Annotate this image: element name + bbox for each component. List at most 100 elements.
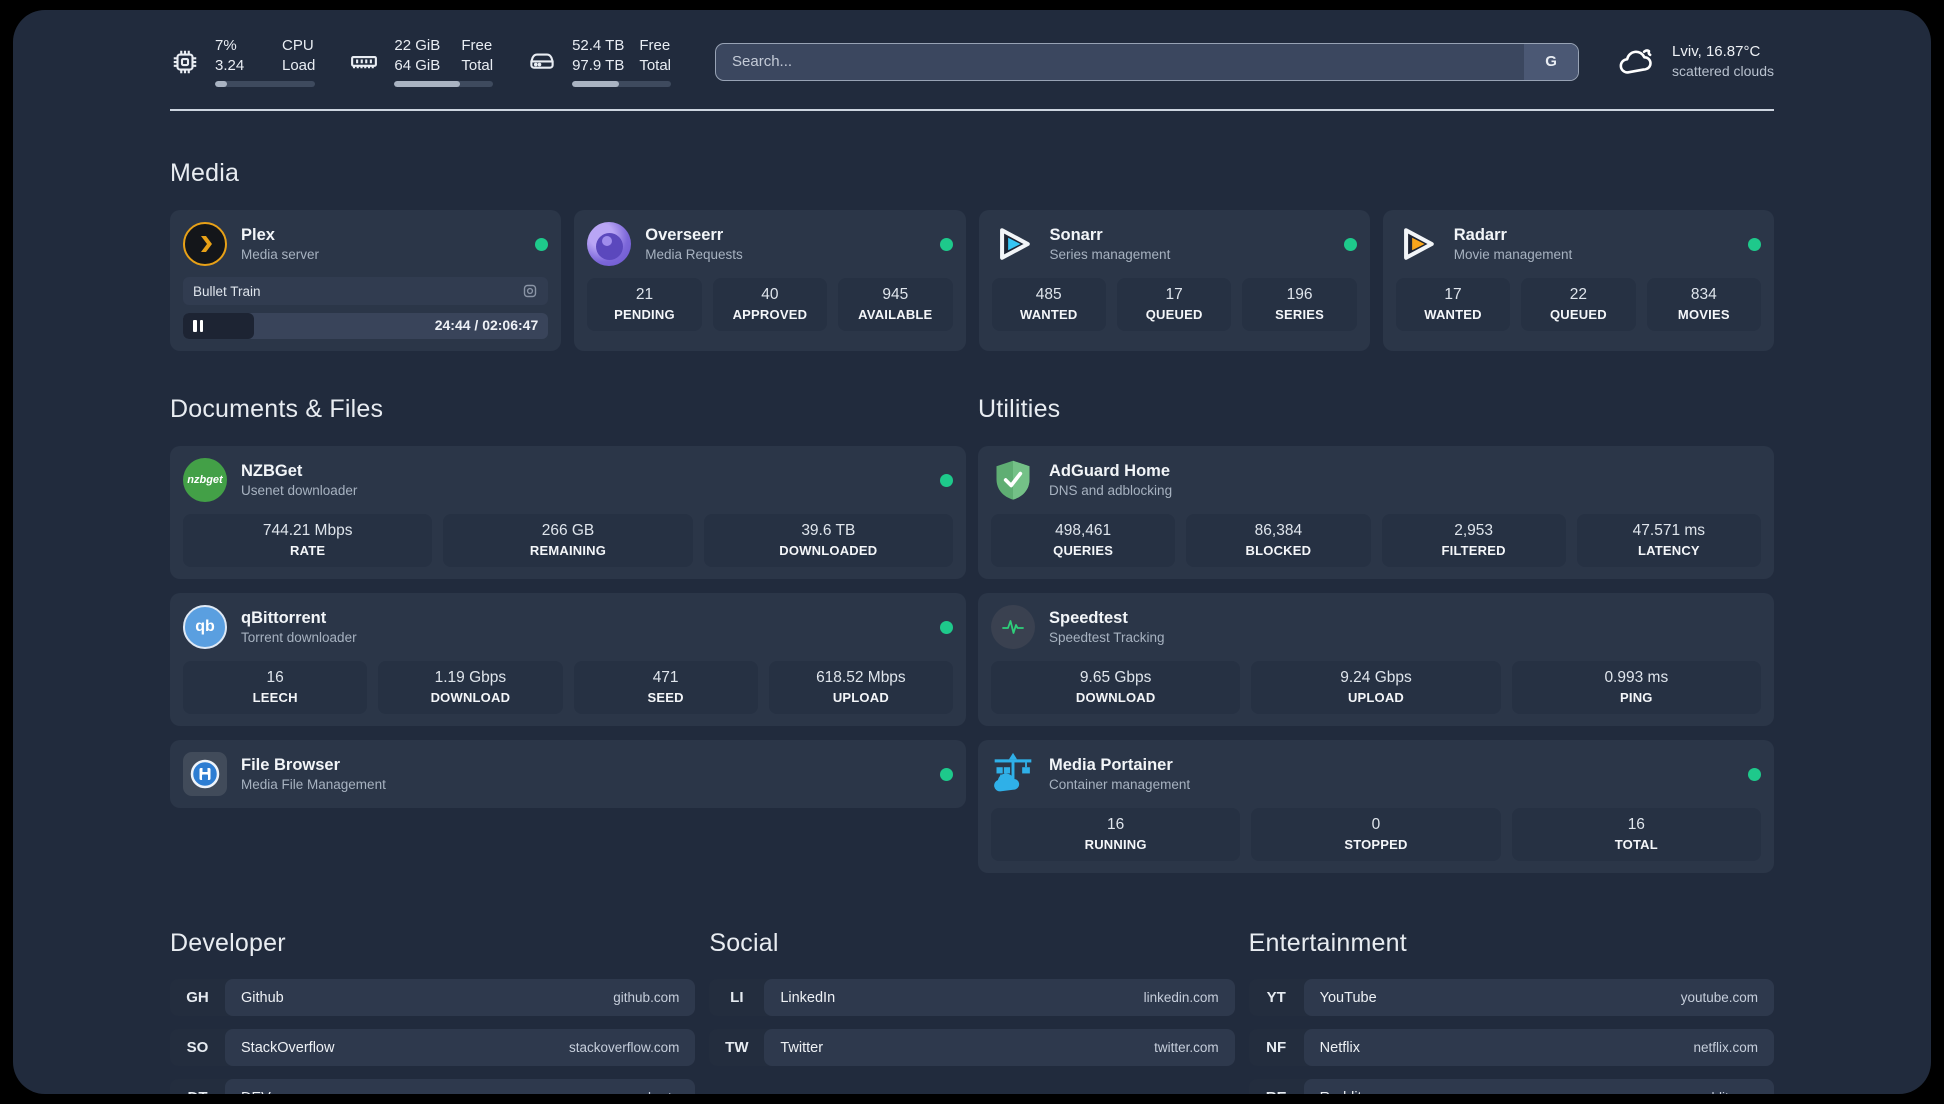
memory-total-value: 64 GiB bbox=[394, 56, 441, 74]
ram-icon bbox=[351, 55, 378, 68]
header-divider bbox=[170, 109, 1774, 111]
adguard-subtitle: DNS and adblocking bbox=[1049, 482, 1173, 498]
cpu-load-label: Load bbox=[282, 56, 316, 74]
disk-free-value: 52.4 TB bbox=[572, 37, 625, 54]
pause-icon[interactable] bbox=[193, 320, 203, 332]
memory-total-label: Total bbox=[461, 56, 494, 74]
section-entertainment: Entertainment YT YouTube youtube.com NF … bbox=[1248, 929, 1774, 1095]
nzbget-stat-downloaded: 39.6 TB DOWNLOADED bbox=[703, 514, 953, 567]
reddit-url: reddit.com bbox=[1695, 1090, 1758, 1094]
cpu-icon bbox=[173, 50, 197, 73]
card-portainer[interactable]: Media Portainer Container management 16 … bbox=[978, 740, 1774, 873]
qbittorrent-stat-leech: 16 LEECH bbox=[183, 661, 368, 714]
filebrowser-status-dot bbox=[940, 767, 953, 781]
memory-free-label: Free bbox=[461, 37, 493, 54]
search-input[interactable] bbox=[716, 43, 1525, 80]
dev-abbr: DT bbox=[170, 1079, 225, 1094]
link-reddit[interactable]: RE Reddit reddit.com bbox=[1248, 1079, 1774, 1095]
speedtest-subtitle: Speedtest Tracking bbox=[1049, 629, 1165, 645]
netflix-name: Netflix bbox=[1319, 1039, 1360, 1056]
section-media: Media Plex Media server Bullet Train bbox=[170, 159, 1774, 351]
netflix-url: netflix.com bbox=[1693, 1040, 1758, 1055]
youtube-url: youtube.com bbox=[1680, 990, 1758, 1005]
card-qbittorrent[interactable]: qb qBittorrent Torrent downloader 16 LEE… bbox=[170, 593, 966, 726]
link-netflix[interactable]: NF Netflix netflix.com bbox=[1248, 1029, 1774, 1066]
adguard-stat-queries: 498,461 QUERIES bbox=[991, 514, 1176, 567]
section-developer: Developer GH Github github.com SO StackO… bbox=[170, 929, 696, 1094]
netflix-abbr: NF bbox=[1266, 1039, 1287, 1056]
nzbget-status-dot bbox=[940, 473, 953, 487]
cloud-icon bbox=[1619, 49, 1652, 75]
radarr-status-dot bbox=[1748, 237, 1761, 251]
overseerr-stat-available: 945 AVAILABLE bbox=[838, 278, 953, 331]
link-youtube[interactable]: YT YouTube youtube.com bbox=[1248, 979, 1774, 1016]
speedtest-title: Speedtest bbox=[1049, 608, 1128, 627]
link-github[interactable]: GH Github github.com bbox=[170, 979, 696, 1016]
youtube-abbr: YT bbox=[1266, 989, 1286, 1006]
twitter-url: twitter.com bbox=[1154, 1040, 1219, 1055]
sonarr-title: Sonarr bbox=[1049, 225, 1103, 244]
weather-location-temp: Lviv, 16.87°C bbox=[1672, 42, 1761, 60]
radarr-icon bbox=[1403, 228, 1434, 260]
radarr-stat-queued: 22 QUEUED bbox=[1521, 278, 1636, 331]
qbittorrent-stat-upload: 618.52 Mbps UPLOAD bbox=[768, 661, 953, 714]
card-plex[interactable]: Plex Media server Bullet Train bbox=[170, 210, 562, 351]
speedtest-stat-download: 9.65 Gbps DOWNLOAD bbox=[991, 661, 1241, 714]
sonarr-stat-queued: 17 QUEUED bbox=[1116, 278, 1232, 331]
stackoverflow-abbr: SO bbox=[186, 1039, 209, 1056]
disk-total-label: Total bbox=[639, 56, 672, 74]
sonarr-icon bbox=[999, 228, 1030, 260]
overseerr-status-dot bbox=[939, 237, 953, 251]
twitter-name: Twitter bbox=[780, 1039, 824, 1056]
search-provider-button[interactable]: G bbox=[1524, 43, 1579, 80]
dashboard-panel: 7% 3.24 CPU Load 22 GiB 64 GiB Free bbox=[13, 10, 1931, 1094]
card-overseerr[interactable]: Overseerr Media Requests 21 PENDING 40 A… bbox=[574, 210, 966, 351]
filebrowser-title: File Browser bbox=[241, 755, 341, 774]
cpu-progress-bar bbox=[215, 81, 316, 87]
dev-url: dev.to bbox=[644, 1090, 680, 1094]
disk-total-value: 97.9 TB bbox=[572, 56, 625, 74]
section-utilities: Utilities AdGuard Home DNS and adblockin… bbox=[978, 395, 1774, 873]
link-linkedin[interactable]: LI LinkedIn linkedin.com bbox=[709, 979, 1235, 1016]
link-dev[interactable]: DT DEV dev.to bbox=[170, 1079, 696, 1094]
overseerr-icon bbox=[587, 222, 632, 266]
disk-progress-fill bbox=[572, 81, 619, 87]
linkedin-url: linkedin.com bbox=[1143, 990, 1219, 1005]
radarr-title: Radarr bbox=[1453, 225, 1507, 244]
memory-progress-bar bbox=[394, 81, 494, 87]
sonarr-stat-series: 196 SERIES bbox=[1242, 278, 1357, 331]
card-sonarr[interactable]: Sonarr Series management 485 WANTED 17 Q… bbox=[978, 210, 1370, 351]
card-nzbget[interactable]: nzbget NZBGet Usenet downloader 744.21 M… bbox=[170, 446, 966, 579]
radarr-subtitle: Movie management bbox=[1453, 246, 1573, 262]
developer-section-heading: Developer bbox=[170, 929, 286, 957]
now-playing-settings-icon[interactable] bbox=[522, 283, 538, 299]
portainer-stat-total: 16 TOTAL bbox=[1511, 808, 1761, 861]
overseerr-title: Overseerr bbox=[645, 225, 724, 244]
overseerr-subtitle: Media Requests bbox=[645, 246, 743, 262]
link-twitter[interactable]: TW Twitter twitter.com bbox=[709, 1029, 1235, 1066]
link-stackoverflow[interactable]: SO StackOverflow stackoverflow.com bbox=[170, 1029, 696, 1066]
card-adguard[interactable]: AdGuard Home DNS and adblocking 498,461 … bbox=[978, 446, 1774, 579]
nzbget-stat-remaining: 266 GB REMAINING bbox=[443, 514, 693, 567]
weather-widget: Lviv, 16.87°C scattered clouds bbox=[1617, 42, 1774, 81]
qbittorrent-status-dot bbox=[940, 620, 953, 634]
nzbget-icon: nzbget bbox=[183, 458, 227, 502]
card-speedtest[interactable]: Speedtest Speedtest Tracking 9.65 Gbps D… bbox=[978, 593, 1774, 726]
cpu-usage-value: 7% bbox=[215, 37, 237, 54]
qbittorrent-subtitle: Torrent downloader bbox=[241, 629, 357, 645]
filebrowser-icon bbox=[183, 752, 227, 796]
portainer-stat-running: 16 RUNNING bbox=[991, 808, 1241, 861]
card-radarr[interactable]: Radarr Movie management 17 WANTED 22 QUE… bbox=[1382, 210, 1774, 351]
utilities-section-heading: Utilities bbox=[978, 395, 1061, 423]
reddit-name: Reddit bbox=[1320, 1090, 1362, 1095]
plex-icon bbox=[183, 222, 227, 266]
card-filebrowser[interactable]: File Browser Media File Management bbox=[170, 740, 966, 808]
stackoverflow-url: stackoverflow.com bbox=[569, 1040, 680, 1055]
youtube-name: YouTube bbox=[1319, 989, 1377, 1006]
radarr-stat-movies: 834 MOVIES bbox=[1646, 278, 1762, 331]
now-playing-time: 24:44 / 02:06:47 bbox=[434, 317, 539, 333]
cpu-load-value: 3.24 bbox=[215, 56, 245, 74]
reddit-abbr: RE bbox=[1249, 1079, 1304, 1094]
cpu-progress-fill bbox=[215, 81, 228, 87]
adguard-stat-latency: 47.571 ms LATENCY bbox=[1576, 514, 1761, 567]
